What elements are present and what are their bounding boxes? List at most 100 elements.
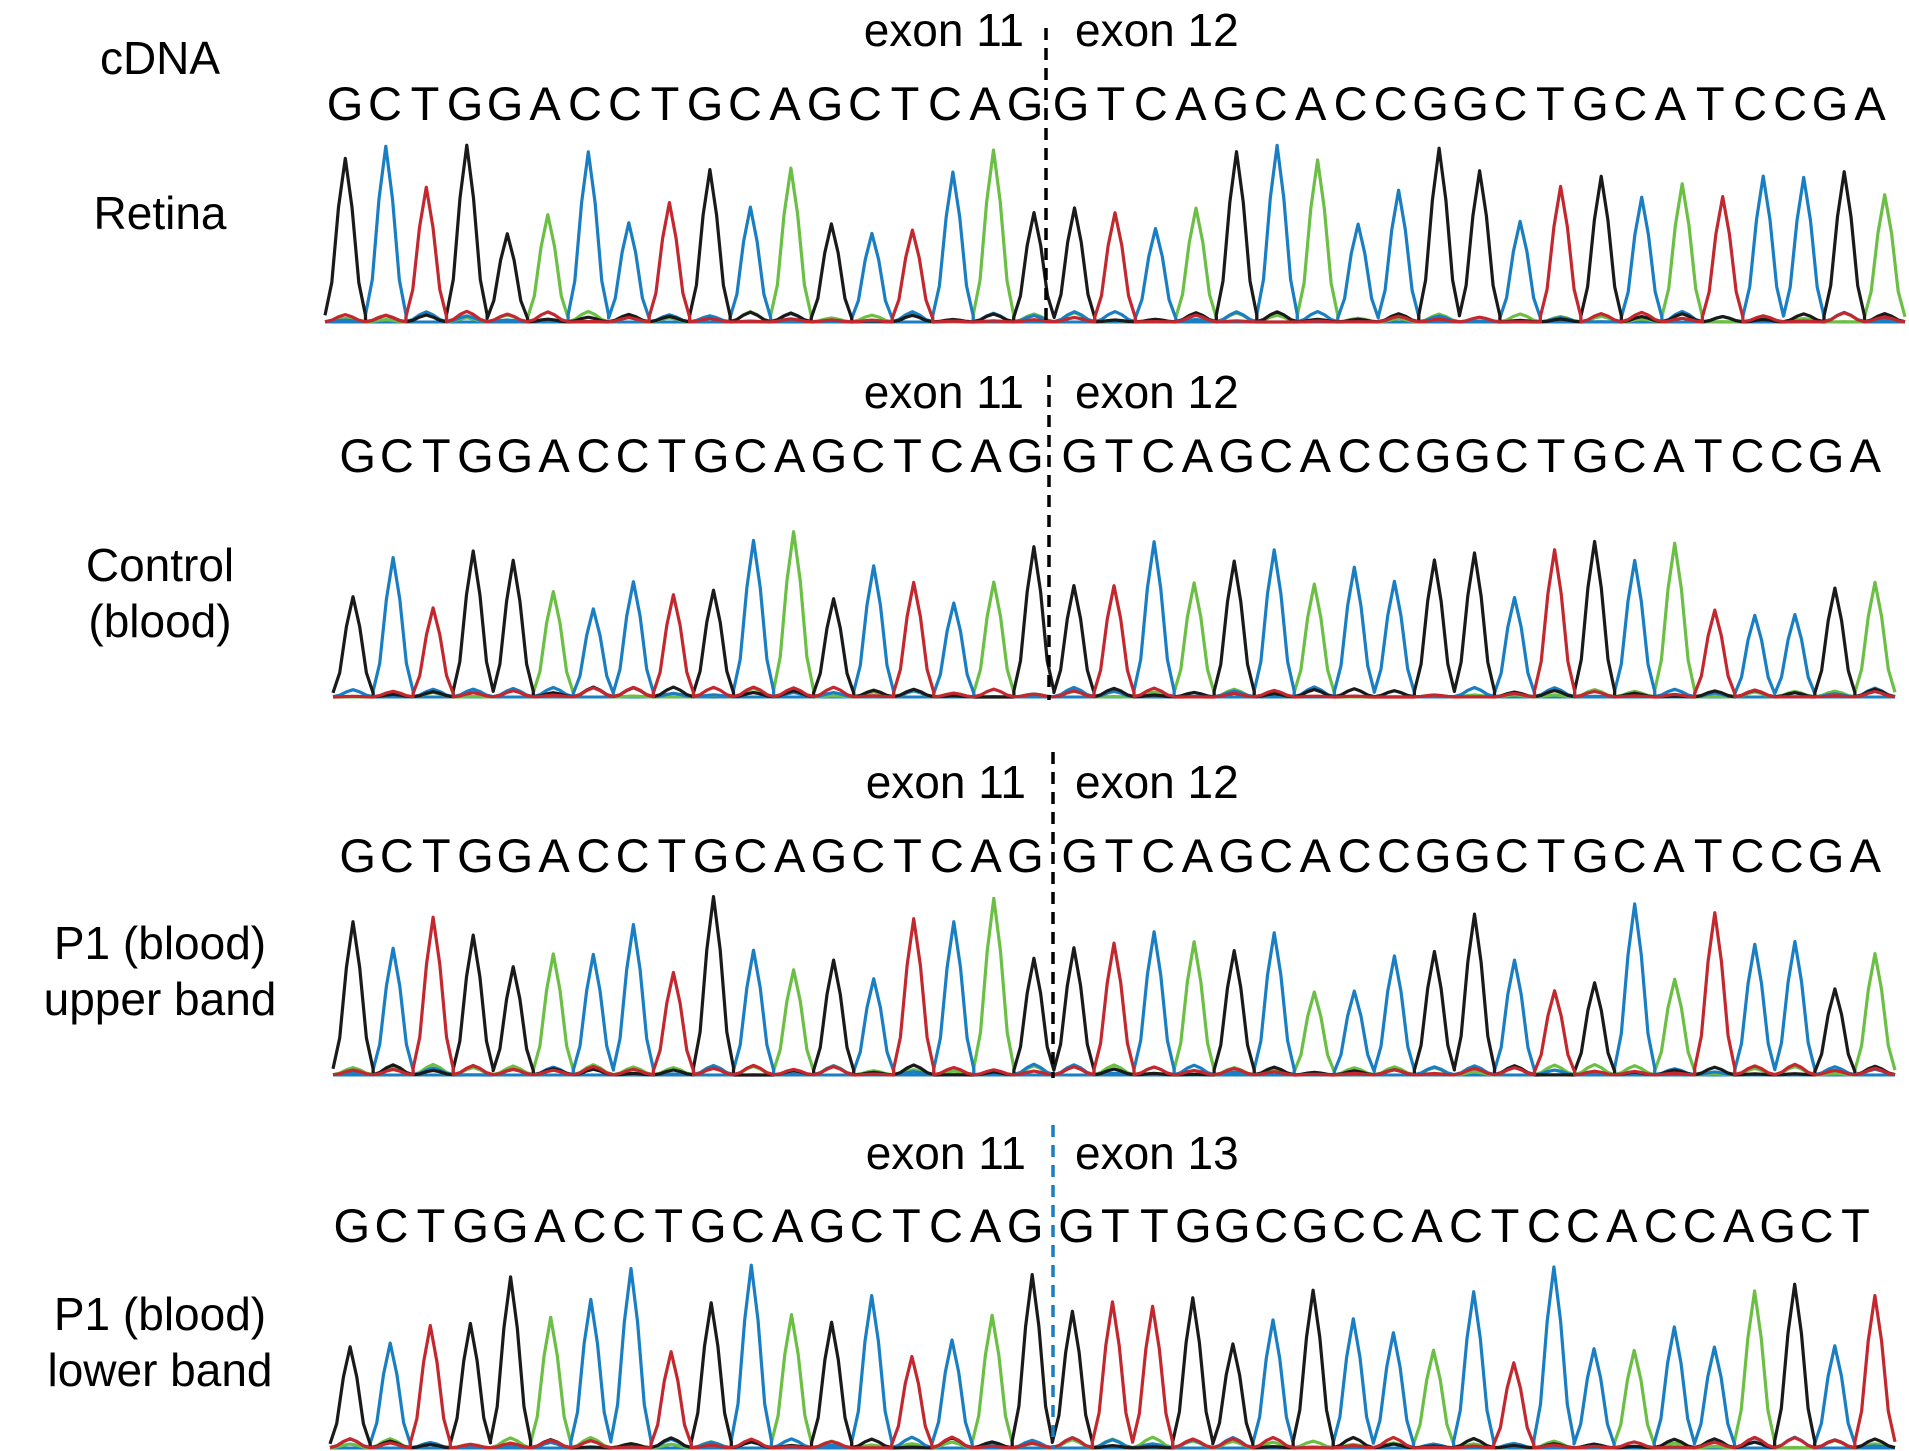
exon-left-label: exon 11	[863, 4, 1024, 56]
base-letter: A	[1175, 77, 1207, 130]
base-letter: G	[810, 429, 848, 482]
base-letter: A	[1411, 1199, 1443, 1252]
base-letter: C	[849, 1199, 884, 1252]
base-letter: G	[491, 1199, 529, 1252]
base-letter: A	[538, 829, 570, 882]
base-letter: G	[692, 429, 730, 482]
base-letter: T	[1104, 829, 1134, 882]
exon-left-label: exon 11	[865, 1127, 1026, 1179]
base-letter: A	[969, 1199, 1002, 1252]
base-letter: C	[568, 77, 602, 130]
base-letter: G	[1061, 829, 1098, 882]
base-letter: C	[1332, 1199, 1367, 1252]
base-letter: C	[1141, 829, 1176, 882]
base-letter: C	[1643, 1199, 1678, 1252]
base-letter: G	[808, 1199, 846, 1252]
trace-T	[329, 1294, 1897, 1450]
base-letter: A	[1299, 829, 1332, 882]
base-letter: G	[1811, 77, 1849, 130]
base-letter: G	[810, 829, 848, 882]
base-letter: C	[929, 429, 964, 482]
base-letter: T	[1693, 829, 1723, 882]
base-letter: A	[1722, 1199, 1755, 1252]
trace-T	[332, 548, 1896, 699]
base-letter: G	[446, 77, 484, 130]
base-letter: A	[771, 1199, 804, 1252]
base-letter: C	[1376, 429, 1411, 482]
base-letter: G	[1007, 429, 1044, 482]
base-letter: C	[1337, 829, 1372, 882]
base-letter: G	[1006, 1199, 1044, 1252]
base-letter: G	[1759, 1199, 1796, 1252]
base-letter: G	[1807, 829, 1845, 882]
base-letter: C	[1373, 77, 1408, 130]
exon-right-label: exon 12	[1075, 4, 1239, 56]
base-letter: T	[421, 829, 451, 882]
base-letter: G	[1007, 829, 1044, 882]
base-letter: G	[690, 1199, 727, 1252]
base-letter: C	[1371, 1199, 1406, 1252]
base-letter: T	[1101, 1199, 1130, 1252]
sample-label-p1-upper: P1 (blood) upper band	[43, 917, 277, 1025]
exon-left-label: exon 11	[863, 366, 1024, 418]
base-letter: G	[686, 77, 724, 130]
base-letter: C	[572, 1199, 607, 1252]
base-letter: A	[774, 829, 806, 882]
base-letter: T	[657, 429, 687, 482]
base-letter: T	[1104, 429, 1134, 482]
base-letter: C	[1333, 77, 1368, 130]
base-letter: T	[1695, 77, 1725, 130]
chromatogram-panel	[331, 375, 1897, 700]
base-letter: C	[1376, 829, 1411, 882]
base-letter: C	[368, 77, 402, 130]
chromatogram-panel	[331, 752, 1897, 1078]
base-letter: C	[608, 77, 642, 130]
base-letter: C	[1682, 1199, 1717, 1252]
base-letter: A	[1294, 77, 1327, 130]
base-letter: A	[969, 77, 1001, 130]
base-letter: T	[1536, 77, 1565, 130]
base-letter: T	[416, 1199, 446, 1252]
base-letter: C	[1494, 429, 1529, 482]
trace-A	[332, 896, 1897, 1077]
base-letter: A	[1849, 429, 1882, 482]
base-letter: C	[1449, 1199, 1483, 1252]
base-letter: G	[692, 829, 730, 882]
sample-label-p1-lower: P1 (blood) lower band	[47, 1288, 273, 1396]
base-letter: C	[1141, 429, 1176, 482]
base-letter: A	[538, 429, 570, 482]
chromatogram-panel	[328, 1125, 1897, 1450]
base-letter: G	[806, 77, 844, 130]
base-letter: C	[379, 429, 414, 482]
base-letter: C	[612, 1199, 647, 1252]
base-letter: G	[457, 429, 494, 482]
trace-C	[332, 902, 1896, 1077]
base-letter: C	[379, 829, 414, 882]
base-letter: T	[410, 77, 440, 130]
base-letter: A	[1653, 829, 1685, 882]
base-letter: C	[1526, 1199, 1561, 1252]
base-letter: G	[1572, 429, 1609, 482]
base-letter: T	[1490, 1199, 1520, 1252]
base-letter: T	[891, 1199, 921, 1252]
base-letter: C	[1733, 77, 1768, 130]
exon-left-label: exon 11	[865, 756, 1026, 808]
sample-label-retina: Retina	[93, 187, 227, 239]
exon-right-label: exon 12	[1075, 756, 1239, 808]
base-letter: G	[326, 77, 364, 130]
base-letter: G	[486, 77, 524, 130]
base-letter: G	[1414, 829, 1452, 882]
base-letter: C	[733, 829, 768, 882]
base-letter: C	[1799, 1199, 1834, 1252]
base-letter: C	[1565, 1199, 1600, 1252]
base-letter: A	[534, 1199, 566, 1252]
base-letter: C	[1730, 429, 1765, 482]
base-letter: G	[1058, 1199, 1095, 1252]
base-letter: A	[1654, 77, 1686, 130]
base-letter: A	[1653, 429, 1685, 482]
base-letter: C	[1613, 77, 1648, 130]
base-letter: A	[1606, 1199, 1638, 1252]
base-letter: C	[1730, 829, 1765, 882]
